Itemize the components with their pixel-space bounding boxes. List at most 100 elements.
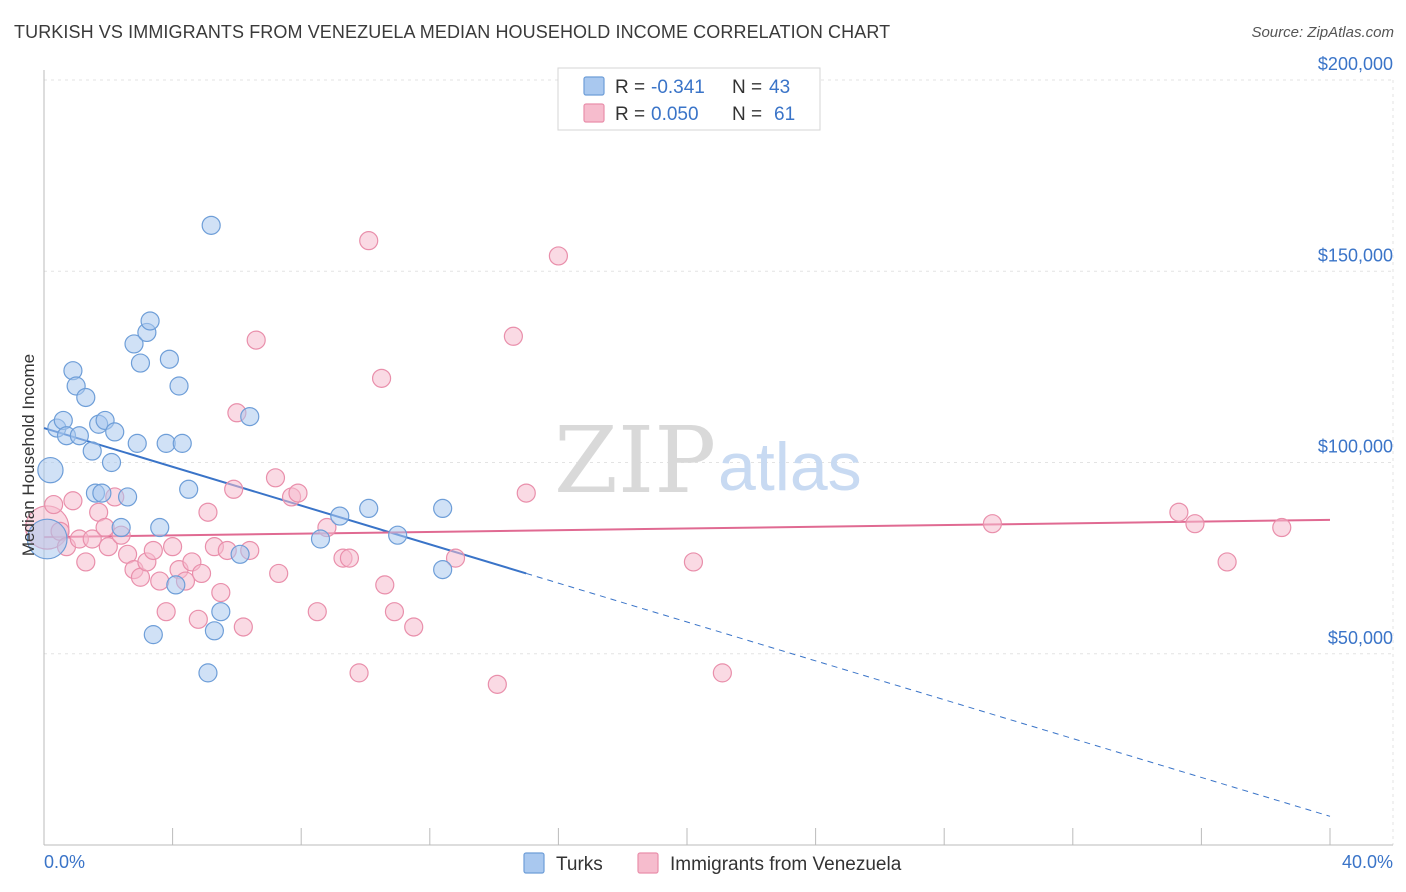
legend-swatch-turks — [583, 76, 605, 96]
point-venezuela-1 — [44, 494, 64, 515]
point-venezuela-60 — [1272, 517, 1292, 538]
y-tick-label-1: $100,000 — [1318, 437, 1393, 457]
point-turks-32 — [211, 602, 231, 622]
point-turks-34 — [198, 663, 218, 683]
point-venezuela-45 — [371, 368, 392, 388]
point-venezuela-46 — [375, 575, 395, 595]
y-tick-label-0: $50,000 — [1328, 628, 1393, 648]
point-turks-31 — [201, 215, 221, 235]
point-turks-8 — [69, 426, 89, 446]
point-turks-28 — [172, 433, 192, 453]
point-turks-16 — [117, 487, 138, 507]
point-venezuela-26 — [198, 502, 218, 522]
point-venezuela-44 — [359, 231, 379, 251]
point-venezuela-7 — [82, 529, 102, 549]
legend-n-value-turks: 43 — [769, 77, 790, 98]
watermark-zip: ZIP — [554, 407, 716, 514]
point-venezuela-30 — [224, 479, 244, 499]
legend: R = -0.341 N = 43 R = 0.050 N = 61 — [557, 67, 821, 131]
legend-n-label-venezuela: N = — [732, 104, 762, 125]
point-venezuela-36 — [269, 563, 289, 584]
point-venezuela-20 — [163, 537, 183, 557]
point-venezuela-49 — [445, 548, 466, 568]
legend-r-value-turks: -0.341 — [651, 77, 705, 98]
bottom-legend-swatch-turks — [523, 852, 545, 874]
point-turks-13 — [101, 452, 122, 473]
data-points — [25, 215, 1292, 694]
point-turks-42 — [433, 559, 453, 580]
point-turks-39 — [359, 498, 379, 518]
legend-n-value-venezuela: 61 — [774, 104, 795, 125]
x-tick-label-min: 0.0% — [44, 852, 85, 872]
bottom-legend-label-venezuela: Immigrants from Venezuela — [670, 854, 902, 875]
legend-r-label-venezuela: R = — [615, 104, 645, 125]
point-venezuela-10 — [98, 537, 118, 557]
point-turks-7 — [76, 387, 96, 408]
point-venezuela-18 — [150, 571, 170, 591]
legend-r-label-turks: R = — [615, 77, 645, 98]
point-turks-25 — [159, 349, 179, 369]
point-turks-21 — [140, 311, 160, 331]
point-turks-41 — [433, 498, 453, 518]
point-venezuela-39 — [307, 602, 327, 622]
point-venezuela-57 — [1169, 502, 1189, 522]
point-venezuela-42 — [339, 548, 360, 568]
point-venezuela-43 — [349, 663, 369, 683]
point-venezuela-34 — [246, 330, 266, 350]
point-turks-26 — [169, 376, 189, 396]
legend-swatch-venezuela — [583, 103, 605, 123]
point-venezuela-19 — [156, 602, 176, 622]
trend-line-turks-extension — [526, 572, 1331, 817]
bottom-legend-swatch-venezuela — [637, 852, 659, 874]
point-venezuela-17 — [143, 540, 163, 561]
source-label: Source: ZipAtlas.com — [1251, 24, 1394, 41]
point-turks-29 — [179, 479, 199, 499]
x-tick-label-max: 40.0% — [1342, 852, 1393, 872]
point-turks-15 — [92, 483, 112, 503]
axes — [43, 70, 1393, 846]
point-venezuela-24 — [188, 609, 208, 629]
point-venezuela-56 — [982, 514, 1003, 534]
point-venezuela-25 — [191, 563, 212, 584]
point-venezuela-59 — [1217, 552, 1237, 572]
point-turks-1 — [37, 456, 64, 484]
point-turks-19 — [130, 353, 151, 373]
point-venezuela-52 — [516, 483, 536, 503]
point-turks-30 — [166, 575, 186, 595]
y-tick-labels: $50,000 $100,000 $150,000 $200,000 — [1318, 54, 1393, 648]
point-turks-0 — [26, 518, 68, 560]
point-venezuela-28 — [211, 582, 231, 603]
watermark-atlas: atlas — [718, 429, 862, 505]
point-venezuela-54 — [683, 552, 704, 572]
point-turks-40 — [388, 525, 408, 545]
point-venezuela-55 — [712, 663, 732, 683]
point-venezuela-4 — [63, 491, 83, 511]
trend-line-venezuela — [43, 518, 1331, 539]
point-venezuela-47 — [384, 602, 405, 622]
point-turks-12 — [105, 422, 125, 442]
point-turks-24 — [143, 625, 163, 645]
point-turks-17 — [111, 517, 131, 538]
point-venezuela-9 — [95, 517, 115, 538]
legend-n-label-turks: N = — [732, 77, 762, 98]
point-turks-37 — [310, 529, 331, 549]
point-venezuela-51 — [503, 326, 523, 346]
y-axis-label: Median Household Income — [19, 354, 38, 556]
point-turks-35 — [240, 407, 260, 427]
point-turks-23 — [150, 517, 170, 538]
point-venezuela-58 — [1185, 514, 1205, 534]
point-turks-38 — [330, 506, 350, 526]
point-turks-36 — [230, 544, 250, 564]
watermark: ZIP atlas — [554, 407, 862, 514]
y-tick-label-3: $200,000 — [1318, 54, 1393, 74]
point-venezuela-48 — [404, 617, 424, 637]
point-venezuela-32 — [233, 617, 253, 637]
point-venezuela-35 — [265, 468, 286, 488]
point-turks-18 — [124, 334, 144, 354]
point-turks-33 — [204, 621, 224, 641]
point-turks-22 — [127, 433, 147, 453]
point-venezuela-38 — [288, 483, 308, 503]
legend-r-value-venezuela: 0.050 — [651, 104, 699, 125]
point-turks-9 — [82, 441, 102, 461]
